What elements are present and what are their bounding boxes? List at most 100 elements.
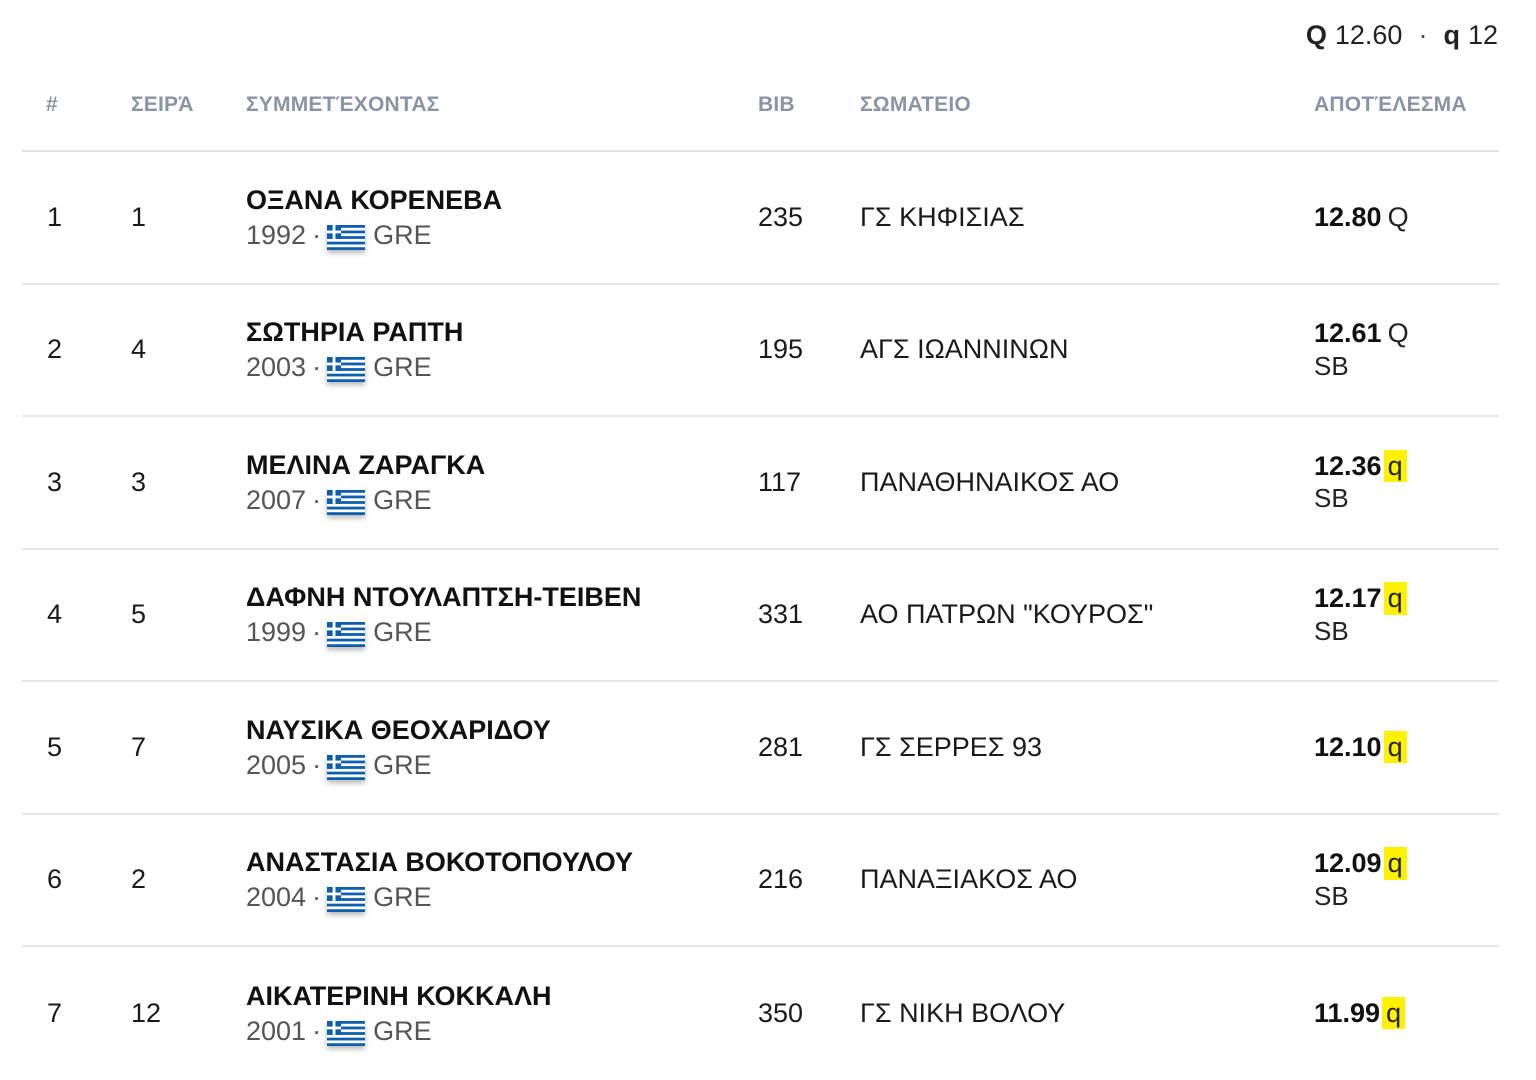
table-row[interactable]: 3 3 ΜΕΛΙΝΑ ΖΑΡΑΓΚΑ 2007 · bbox=[22, 417, 1499, 550]
result-line: 12.17 q bbox=[1314, 582, 1499, 615]
bib-cell: 350 bbox=[758, 997, 804, 1028]
club-cell: ΠΑΝΑΞΙΑΚΟΣ ΑΟ bbox=[860, 864, 1078, 895]
table-row[interactable]: 2 4 ΣΩΤΗΡΙΑ ΡΑΠΤΗ 2003 · bbox=[22, 285, 1499, 417]
table-row[interactable]: 5 7 ΝΑΥΣΙΚΑ ΘΕΟΧΑΡΙΔΟΥ 2005 · bbox=[22, 682, 1499, 815]
legend-separator: · bbox=[1418, 20, 1428, 50]
greece-flag-icon bbox=[327, 1020, 366, 1046]
meta-separator: · bbox=[312, 1015, 322, 1046]
club-cell: ΓΣ ΚΗΦΙΣΙΑΣ bbox=[860, 201, 1025, 232]
result-cell: 12.80 Q bbox=[1314, 201, 1499, 233]
athlete-meta: 1999 · bbox=[246, 617, 758, 648]
table-row[interactable]: 1 1 ΟΞΑΝΑ ΚΟΡΕΝΕΒΑ 1992 · bbox=[22, 152, 1499, 285]
athlete-cell: ΑΙΚΑΤΕΡΙΝΗ ΚΟΚΚΑΛΗ 2001 · bbox=[246, 980, 758, 1047]
bib-cell: 195 bbox=[758, 334, 804, 365]
athlete-name[interactable]: ΔΑΦΝΗ ΝΤΟΥΛΑΠΤΣΗ-ΤΕΙΒΕΝ bbox=[246, 582, 642, 613]
athlete-cell: ΟΞΑΝΑ ΚΟΡΕΝΕΒΑ 1992 · bbox=[246, 184, 758, 251]
athlete-meta: 2007 · bbox=[246, 485, 758, 516]
bib-cell: 235 bbox=[758, 201, 804, 232]
club-cell: ΑΟ ΠΑΤΡΩΝ "ΚΟΥΡΟΣ" bbox=[860, 599, 1154, 630]
result-cell: 12.10 q bbox=[1314, 731, 1499, 764]
bib-cell: 331 bbox=[758, 599, 804, 630]
result-mark: 12.17 bbox=[1314, 583, 1382, 614]
result-note: SB bbox=[1314, 880, 1349, 911]
birth-year: 2005 bbox=[246, 749, 307, 780]
result-line: 12.10 q bbox=[1314, 731, 1499, 764]
country-code: GRE bbox=[373, 617, 432, 648]
column-header-rank[interactable]: # bbox=[46, 93, 58, 116]
athlete-name[interactable]: ΟΞΑΝΑ ΚΟΡΕΝΕΒΑ bbox=[246, 184, 503, 215]
athlete-cell: ΣΩΤΗΡΙΑ ΡΑΠΤΗ 2003 · bbox=[246, 316, 758, 383]
meta-separator: · bbox=[312, 882, 322, 913]
athlete-name[interactable]: ΑΙΚΑΤΕΡΙΝΗ ΚΟΚΚΑΛΗ bbox=[246, 980, 552, 1011]
rank-cell: 1 bbox=[47, 201, 63, 232]
athlete-name[interactable]: ΣΩΤΗΡΙΑ ΡΑΠΤΗ bbox=[246, 317, 464, 348]
club-cell: ΓΣ ΝΙΚΗ ΒΟΛΟΥ bbox=[860, 997, 1066, 1028]
bib-cell: 281 bbox=[758, 731, 804, 762]
greece-flag-icon bbox=[327, 489, 366, 515]
athlete-cell: ΑΝΑΣΤΑΣΙΑ ΒΟΚΟΤΟΠΟΥΛΟΥ 2004 · bbox=[246, 846, 758, 913]
result-cell: 12.17 q SB bbox=[1314, 582, 1499, 647]
qualification-badge: q bbox=[1383, 449, 1407, 483]
column-header-result[interactable]: ΑΠΟΤΈΛΕΣΜΑ bbox=[1314, 93, 1467, 116]
greece-flag-icon bbox=[327, 357, 366, 383]
bib-cell: 117 bbox=[758, 466, 802, 497]
rank-cell: 4 bbox=[47, 599, 63, 630]
column-header-club[interactable]: ΣΩΜΑΤΕΙΟ bbox=[860, 93, 971, 116]
column-header-bib[interactable]: BIB bbox=[758, 93, 795, 116]
country-code: GRE bbox=[373, 749, 432, 780]
heat-cell: 1 bbox=[131, 201, 147, 232]
meta-separator: · bbox=[312, 219, 322, 250]
result-line: 12.61 Q bbox=[1314, 317, 1499, 349]
athlete-name[interactable]: ΑΝΑΣΤΑΣΙΑ ΒΟΚΟΤΟΠΟΥΛΟΥ bbox=[246, 847, 634, 878]
result-mark: 12.36 bbox=[1314, 450, 1382, 481]
table-body: 1 1 ΟΞΑΝΑ ΚΟΡΕΝΕΒΑ 1992 · bbox=[22, 152, 1499, 1080]
result-line: 11.99 q bbox=[1314, 997, 1499, 1030]
athlete-name[interactable]: ΝΑΥΣΙΚΑ ΘΕΟΧΑΡΙΔΟΥ bbox=[246, 714, 551, 745]
table-row[interactable]: 4 5 ΔΑΦΝΗ ΝΤΟΥΛΑΠΤΣΗ-ΤΕΙΒΕΝ 1999 · bbox=[22, 550, 1499, 682]
meta-separator: · bbox=[312, 352, 322, 383]
heat-cell: 4 bbox=[131, 334, 147, 365]
table-header: # ΣΕΙΡΆ ΣΥΜΜΕΤΈΧΟΝΤΑΣ BIB ΣΩΜΑΤΕΙΟ ΑΠΟΤΈ… bbox=[22, 60, 1499, 152]
heat-cell: 3 bbox=[131, 466, 147, 497]
club-cell: ΠΑΝΑΘΗΝΑΙΚΟΣ ΑΟ bbox=[860, 466, 1120, 497]
result-line: 12.80 Q bbox=[1314, 201, 1499, 233]
greece-flag-icon bbox=[327, 622, 366, 648]
result-mark: 12.09 bbox=[1314, 848, 1382, 879]
athlete-meta: 2001 · bbox=[246, 1016, 758, 1047]
legend-Q-value: 12.60 bbox=[1334, 20, 1403, 50]
table-row[interactable]: 6 2 ΑΝΑΣΤΑΣΙΑ ΒΟΚΟΤΟΠΟΥΛΟΥ 2004 · bbox=[22, 815, 1499, 947]
meta-separator: · bbox=[312, 749, 322, 780]
birth-year: 2007 bbox=[246, 484, 307, 515]
result-mark: 11.99 bbox=[1314, 998, 1381, 1029]
table-row[interactable]: 7 12 ΑΙΚΑΤΕΡΙΝΗ ΚΟΚΚΑΛΗ 2001 · bbox=[22, 947, 1499, 1080]
athlete-meta: 2003 · bbox=[246, 352, 758, 383]
birth-year: 1992 bbox=[246, 219, 307, 250]
qualification-legend: Q 12.60 · q 12 bbox=[1306, 20, 1498, 51]
athlete-meta: 2005 · bbox=[246, 750, 758, 781]
results-table: # ΣΕΙΡΆ ΣΥΜΜΕΤΈΧΟΝΤΑΣ BIB ΣΩΜΑΤΕΙΟ ΑΠΟΤΈ… bbox=[22, 60, 1499, 1080]
result-cell: 12.36 q SB bbox=[1314, 449, 1499, 515]
result-line: 12.36 q bbox=[1314, 449, 1499, 483]
greece-flag-icon bbox=[327, 887, 366, 913]
qualification-badge: q bbox=[1383, 731, 1407, 764]
result-cell: 12.61 Q SB bbox=[1314, 317, 1499, 382]
birth-year: 2001 bbox=[246, 1015, 307, 1046]
athlete-name[interactable]: ΜΕΛΙΝΑ ΖΑΡΑΓΚΑ bbox=[246, 449, 486, 480]
column-header-athlete[interactable]: ΣΥΜΜΕΤΈΧΟΝΤΑΣ bbox=[246, 93, 440, 116]
column-header-heat[interactable]: ΣΕΙΡΆ bbox=[131, 93, 194, 116]
meta-separator: · bbox=[312, 617, 322, 648]
greece-flag-icon bbox=[327, 224, 366, 250]
heat-cell: 7 bbox=[131, 731, 147, 762]
result-note: SB bbox=[1314, 483, 1349, 514]
birth-year: 2004 bbox=[246, 882, 307, 913]
athlete-cell: ΜΕΛΙΝΑ ΖΑΡΑΓΚΑ 2007 · bbox=[246, 449, 758, 516]
heat-cell: 12 bbox=[131, 997, 162, 1028]
bib-cell: 216 bbox=[758, 864, 804, 895]
result-line: 12.09 q bbox=[1314, 847, 1499, 880]
country-code: GRE bbox=[373, 352, 432, 383]
rank-cell: 5 bbox=[47, 731, 63, 762]
country-code: GRE bbox=[373, 219, 432, 250]
athlete-meta: 1992 · bbox=[246, 220, 758, 251]
heat-cell: 2 bbox=[131, 864, 147, 895]
result-mark: 12.10 bbox=[1314, 732, 1382, 763]
